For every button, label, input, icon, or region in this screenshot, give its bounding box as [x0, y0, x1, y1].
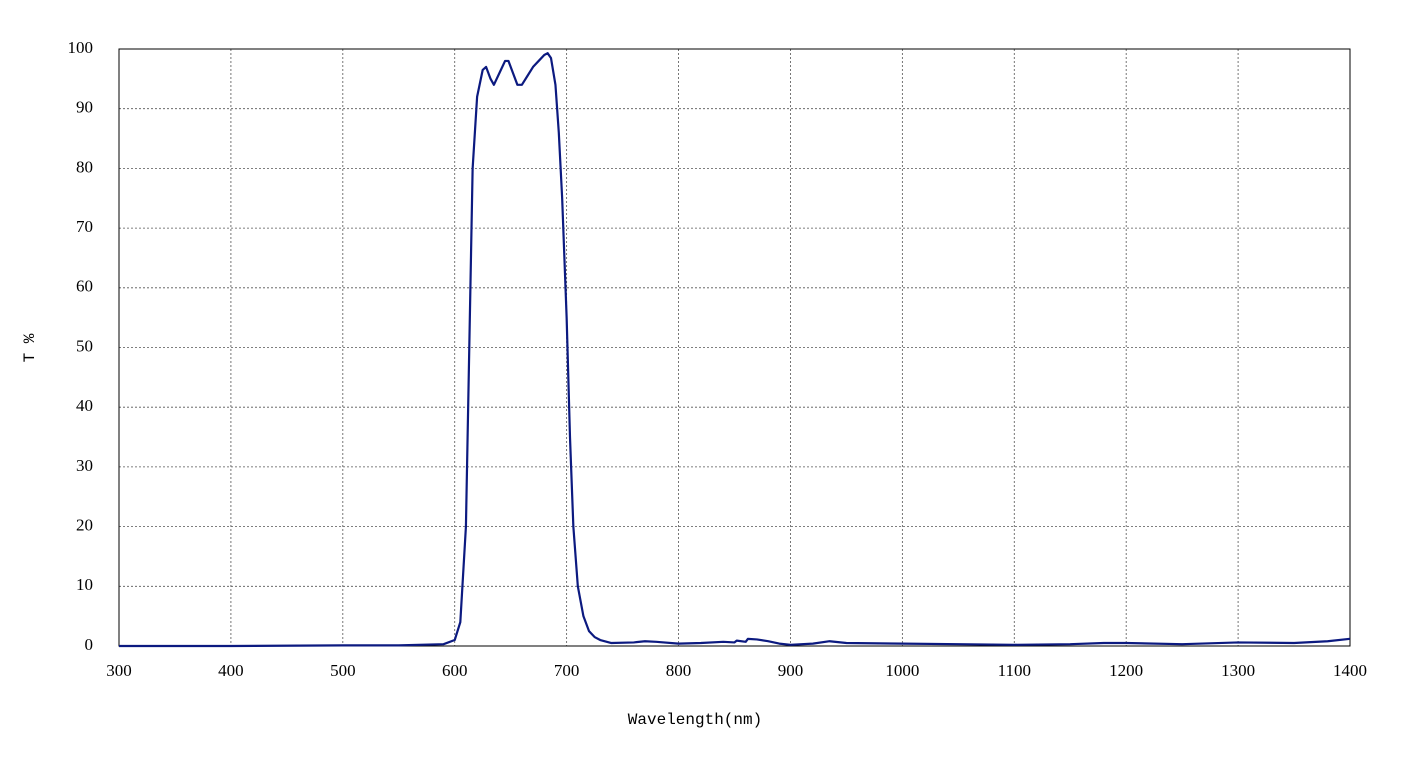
x-tick-label: 400 [218, 661, 244, 680]
x-tick-label: 1100 [998, 661, 1031, 680]
x-tick-label: 1300 [1221, 661, 1255, 680]
y-tick-label: 50 [76, 336, 93, 355]
y-tick-label: 70 [76, 217, 93, 236]
y-tick-label: 20 [76, 516, 93, 535]
y-tick-label: 10 [76, 575, 93, 594]
x-tick-label: 800 [666, 661, 692, 680]
y-tick-label: 0 [85, 635, 94, 654]
x-tick-label: 1400 [1333, 661, 1367, 680]
x-tick-label: 900 [778, 661, 804, 680]
y-tick-label: 40 [76, 396, 93, 415]
x-tick-label: 1200 [1109, 661, 1143, 680]
y-tick-label: 100 [68, 38, 94, 57]
y-tick-label: 30 [76, 456, 93, 475]
y-tick-label: 80 [76, 157, 93, 176]
x-tick-label: 500 [330, 661, 356, 680]
y-tick-label: 90 [76, 98, 93, 117]
plot-frame [118, 48, 1351, 647]
x-tick-label: 700 [554, 661, 580, 680]
x-axis-label: Wavelength(nm) [628, 711, 762, 729]
y-axis-label: T % [21, 333, 39, 362]
y-tick-label: 60 [76, 277, 93, 296]
x-tick-label: 1000 [885, 661, 919, 680]
transmission-line [119, 52, 1351, 648]
x-tick-label: 600 [442, 661, 468, 680]
x-tick-label: 300 [106, 661, 132, 680]
